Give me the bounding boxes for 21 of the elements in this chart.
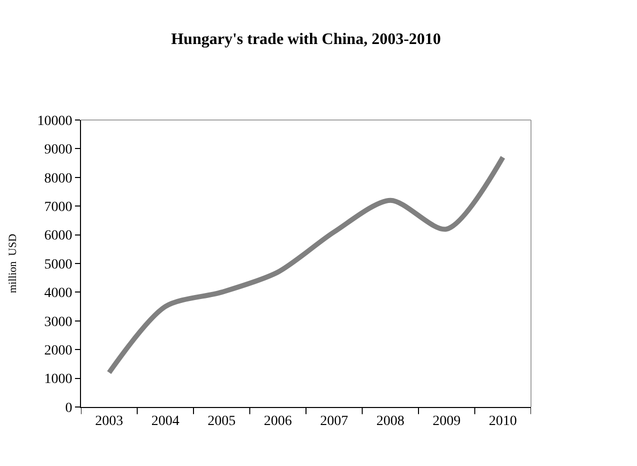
- y-tick-label: 0: [65, 400, 72, 416]
- y-tick-label: 6000: [44, 228, 72, 244]
- x-tick-label: 2009: [432, 414, 461, 429]
- y-axis-title: million USD: [6, 234, 19, 294]
- y-tick-label: 3000: [44, 314, 72, 330]
- y-tick-label: 2000: [44, 344, 72, 358]
- y-tick-label: 5000: [44, 257, 72, 272]
- x-tick-label: 2008: [376, 414, 404, 429]
- x-tick-label: 2007: [320, 414, 348, 429]
- x-tick-label: 2005: [208, 414, 236, 429]
- y-tick-label: 1000: [44, 372, 72, 388]
- y-tick-label: 9000: [44, 142, 72, 158]
- y-tick-label: 10000: [37, 114, 72, 129]
- chart-title: Hungary's trade with China, 2003-2010: [171, 30, 441, 48]
- x-tick-label: 2006: [264, 414, 292, 429]
- y-tick-label: 4000: [44, 286, 72, 302]
- y-tick-label: 7000: [44, 200, 72, 215]
- x-tick-label: 2003: [95, 414, 124, 429]
- y-tick-label: 8000: [44, 171, 72, 186]
- x-tick-label: 2004: [151, 414, 180, 429]
- x-tick-label: 2010: [488, 414, 517, 429]
